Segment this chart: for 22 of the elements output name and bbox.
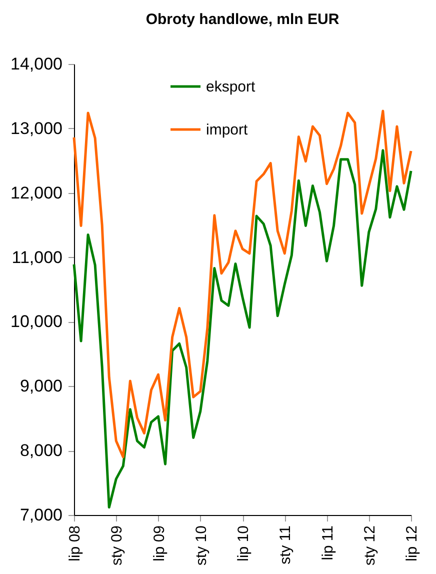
- x-tick-label: lip 12: [404, 526, 420, 562]
- chart-title: Obroty handlowe, mln EUR: [146, 11, 340, 28]
- y-tick-label: 13,000: [10, 118, 62, 138]
- y-tick-label: 7,000: [20, 506, 62, 524]
- x-tick-label: sty 11: [277, 526, 294, 564]
- legend-label: import: [206, 122, 249, 138]
- x-tick-label: lip 08: [66, 526, 84, 562]
- x-tick-label: sty 10: [192, 526, 210, 566]
- y-tick-label: 11,000: [12, 248, 62, 267]
- line-series: [72, 110, 412, 458]
- x-tick-label: lip 11: [319, 526, 336, 560]
- x-tick-label: sty 09: [108, 526, 126, 566]
- legend-label: eksport: [206, 78, 256, 96]
- y-tick-label: 14,000: [10, 54, 62, 74]
- x-tick-label: sty 12: [361, 526, 378, 566]
- line-series: [72, 149, 412, 509]
- y-tick-label: 9,000: [20, 376, 62, 396]
- y-tick-label: 10,000: [10, 312, 62, 332]
- y-tick-label: 8,000: [20, 441, 62, 460]
- y-tick-label: 12,000: [10, 183, 62, 202]
- x-tick-label: lip 09: [150, 526, 168, 562]
- x-tick-label: lip 10: [235, 526, 252, 562]
